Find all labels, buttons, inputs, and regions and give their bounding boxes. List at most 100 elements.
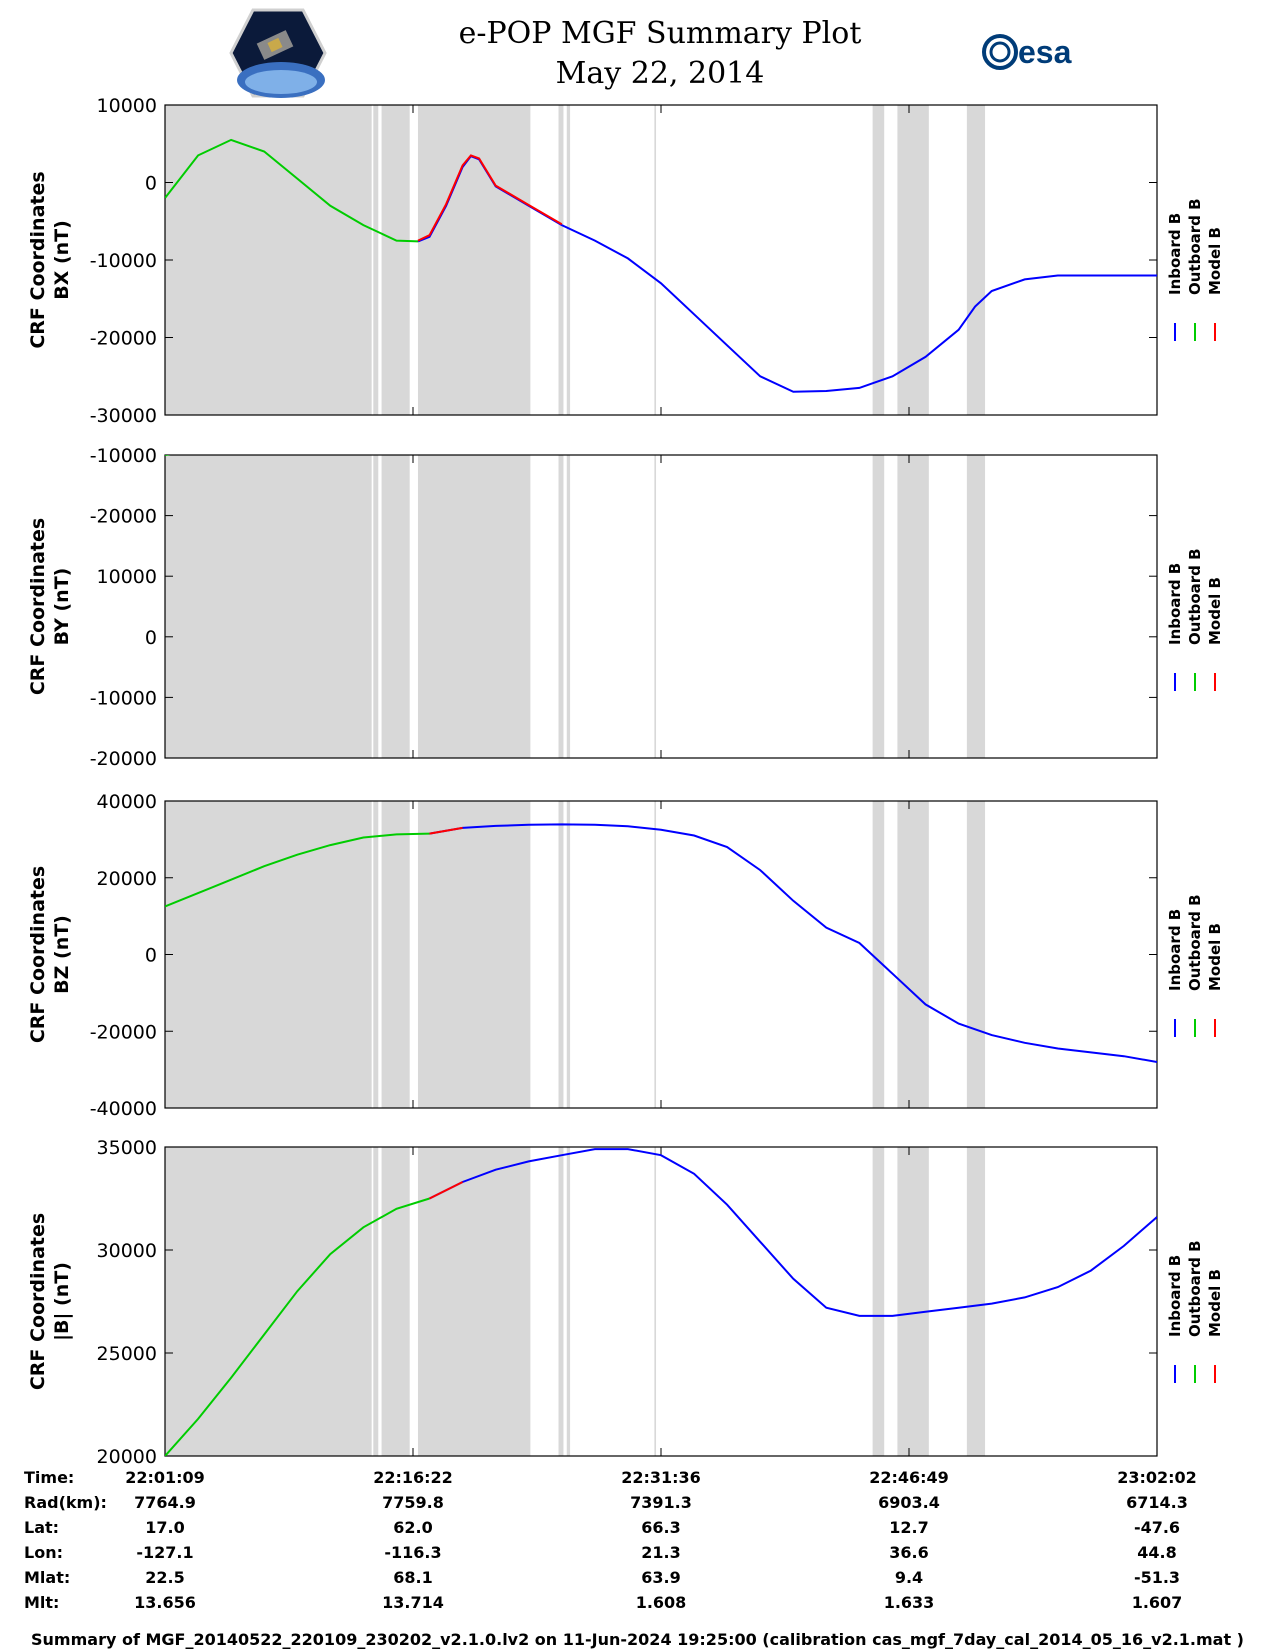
y-tick-label: 30000 bbox=[97, 1240, 157, 1262]
info-cell: 7759.8 bbox=[382, 1493, 444, 1512]
info-cell: 63.9 bbox=[641, 1568, 681, 1587]
legend-label: Outboard B bbox=[1186, 894, 1204, 991]
shaded-interval bbox=[897, 455, 929, 758]
y-tick-label: -10000 bbox=[90, 250, 157, 272]
y-axis-label: BY (nT) bbox=[51, 568, 73, 646]
shaded-interval bbox=[381, 455, 410, 758]
series-line-outboard bbox=[165, 138, 419, 243]
info-cell: 6903.4 bbox=[878, 1493, 940, 1512]
shaded-interval bbox=[966, 1147, 986, 1456]
series-line-outboard bbox=[165, 1197, 430, 1456]
y-tick-label: 40000 bbox=[97, 791, 157, 813]
y-tick-label: 35000 bbox=[97, 1137, 157, 1159]
shaded-interval bbox=[872, 105, 885, 415]
y-axis-label: |B| (nT) bbox=[51, 1262, 73, 1341]
info-cell: 66.3 bbox=[641, 1518, 681, 1537]
info-cell: 1.633 bbox=[883, 1593, 935, 1612]
y-tick-label: 0 bbox=[145, 945, 157, 967]
shaded-interval bbox=[872, 1147, 885, 1456]
series-line-inboard bbox=[429, 823, 1157, 1063]
shaded-interval bbox=[566, 1147, 571, 1456]
y-axis-label: BZ (nT) bbox=[51, 915, 73, 994]
legend-label: Model B bbox=[1206, 577, 1224, 645]
info-cell: 6714.3 bbox=[1126, 1493, 1188, 1512]
shaded-interval bbox=[872, 801, 885, 1108]
plot-date: May 22, 2014 bbox=[555, 56, 765, 91]
chart-panel-4: 35000 30000 25000 20000 CRF Coordinates |B| (… bbox=[27, 1137, 1224, 1468]
chart-panel-2: -10000 -20000 10000 0 -10000 -20000 CRF Coordi… bbox=[27, 445, 1224, 770]
y-tick-label: 10000 bbox=[97, 566, 157, 588]
shaded-interval bbox=[897, 1147, 929, 1456]
y-tick-label: -30000 bbox=[90, 405, 157, 427]
shaded-interval bbox=[654, 455, 657, 758]
y-tick-label: -20000 bbox=[90, 1021, 157, 1043]
esa-logo-icon: esa bbox=[980, 30, 1090, 78]
info-cell: 1.608 bbox=[635, 1593, 687, 1612]
info-cell: -116.3 bbox=[384, 1543, 442, 1562]
shaded-interval bbox=[654, 105, 657, 415]
y-tick-label: 25000 bbox=[97, 1343, 157, 1365]
y-tick-label: -20000 bbox=[90, 748, 157, 770]
chart-panel-3: 40000 20000 0 -20000 -40000 CRF Coordinates BZ… bbox=[27, 791, 1224, 1120]
info-row-label: Rad(km): bbox=[24, 1493, 107, 1512]
y-tick-label: 0 bbox=[145, 173, 157, 195]
info-cell: -47.6 bbox=[1133, 1518, 1181, 1537]
shaded-interval bbox=[897, 105, 929, 415]
y-tick-label: 20000 bbox=[97, 1446, 157, 1468]
info-row-label: Lon: bbox=[24, 1543, 63, 1562]
y-axis-label: CRF Coordinates bbox=[27, 866, 49, 1043]
y-tick-label: 0 bbox=[145, 627, 157, 649]
info-cell: 22:46:49 bbox=[869, 1468, 949, 1487]
legend-label: Model B bbox=[1206, 227, 1224, 295]
shaded-interval bbox=[872, 455, 885, 758]
legend-label: Inboard B bbox=[1166, 1255, 1184, 1337]
plot-title-block: e-POP MGF Summary Plot May 22, 2014 bbox=[400, 14, 920, 94]
plot-title: e-POP MGF Summary Plot bbox=[458, 16, 862, 51]
y-tick-label: -10000 bbox=[90, 687, 157, 709]
y-axis-label: CRF Coordinates bbox=[27, 518, 49, 695]
legend-label: Inboard B bbox=[1166, 563, 1184, 645]
legend-label: Outboard B bbox=[1186, 1240, 1204, 1337]
shaded-interval bbox=[381, 801, 410, 1108]
y-axis-label: BX (nT) bbox=[51, 220, 73, 300]
shaded-interval bbox=[897, 801, 929, 1108]
info-cell: 22:31:36 bbox=[621, 1468, 701, 1487]
shaded-interval bbox=[417, 1147, 531, 1456]
info-cell: -127.1 bbox=[136, 1543, 194, 1562]
shaded-interval bbox=[966, 801, 986, 1108]
shaded-interval bbox=[417, 455, 531, 758]
y-tick-label: -20000 bbox=[90, 328, 157, 350]
summary-footer: Summary of MGF_20140522_220109_230202_v2… bbox=[31, 1630, 1244, 1649]
shaded-interval bbox=[165, 105, 372, 415]
chart-panel-1: 10000 0 -10000 -20000 -30000 CRF Coordinates B… bbox=[27, 95, 1224, 427]
esa-logo-text: esa bbox=[1018, 34, 1072, 70]
info-cell: 13.714 bbox=[382, 1593, 444, 1612]
legend-label: Model B bbox=[1206, 923, 1224, 991]
info-cell: -51.3 bbox=[1133, 1568, 1181, 1587]
y-tick-label: -40000 bbox=[90, 1098, 157, 1120]
shaded-interval bbox=[966, 105, 986, 415]
legend-label: Model B bbox=[1206, 1269, 1224, 1337]
info-row-label: Mlat: bbox=[24, 1568, 71, 1587]
shaded-interval bbox=[558, 455, 564, 758]
y-tick-label: -10000 bbox=[90, 445, 157, 467]
legend-label: Outboard B bbox=[1186, 198, 1204, 295]
shaded-interval bbox=[373, 801, 379, 1108]
info-row-label: Lat: bbox=[24, 1518, 60, 1537]
shaded-interval bbox=[373, 1147, 379, 1456]
legend-label: Outboard B bbox=[1186, 548, 1204, 645]
cassiope-logo-icon bbox=[229, 8, 327, 102]
shaded-interval bbox=[165, 1147, 372, 1456]
y-axis-label: CRF Coordinates bbox=[27, 1213, 49, 1390]
shaded-interval bbox=[381, 1147, 410, 1456]
legend-label: Inboard B bbox=[1166, 909, 1184, 991]
shaded-interval bbox=[417, 105, 531, 415]
y-tick-label: -20000 bbox=[90, 506, 157, 528]
info-cell: 9.4 bbox=[894, 1568, 924, 1587]
shaded-interval bbox=[654, 801, 657, 1108]
info-cell: 36.6 bbox=[889, 1543, 929, 1562]
shaded-interval bbox=[373, 455, 379, 758]
shaded-interval bbox=[966, 455, 986, 758]
shaded-interval bbox=[654, 1147, 657, 1456]
info-cell: 44.8 bbox=[1137, 1543, 1177, 1562]
